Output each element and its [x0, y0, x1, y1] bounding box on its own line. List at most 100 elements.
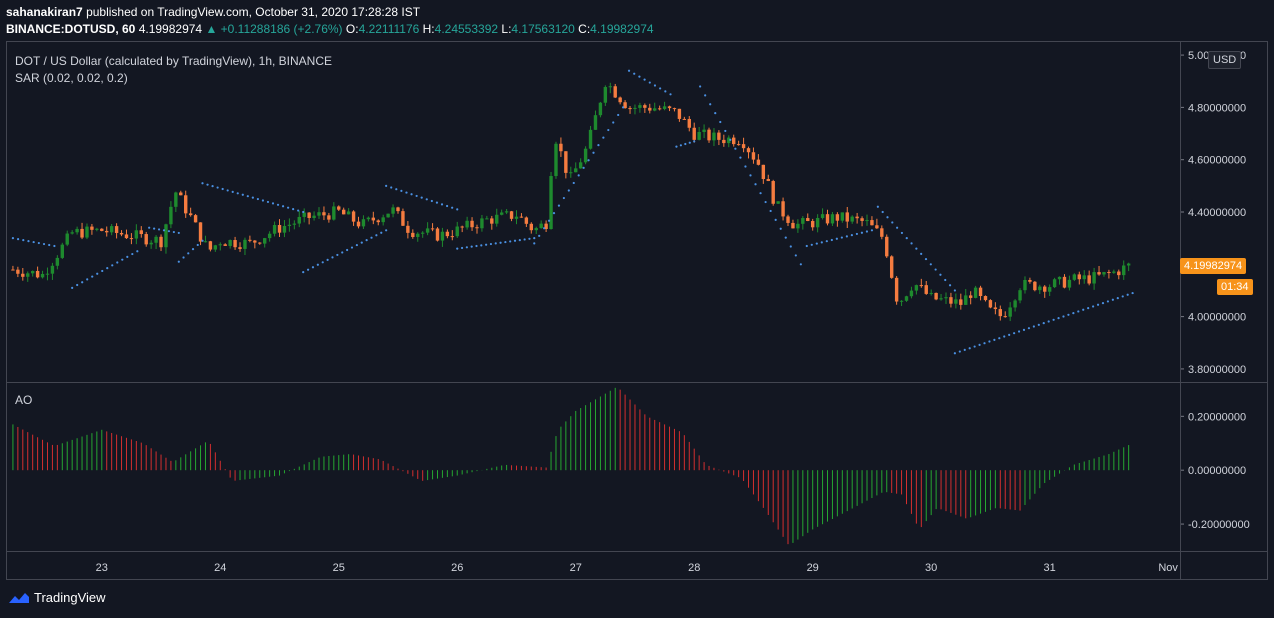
ohlc-line: BINANCE:DOTUSD, 60 4.19982974 ▲ +0.11288…	[6, 22, 654, 36]
sar-dot	[246, 195, 249, 198]
candle-body	[588, 129, 593, 149]
candle-body	[499, 212, 504, 215]
candle-body	[648, 107, 652, 111]
sar-dot	[905, 237, 908, 240]
publish-line: sahanakiran7 published on TradingView.co…	[6, 5, 420, 19]
price-tick-label: 3.80000000	[1188, 364, 1246, 376]
sar-dot	[627, 69, 631, 72]
sar-dot	[306, 268, 310, 271]
candle-body	[100, 228, 104, 231]
sar-dot	[430, 199, 433, 203]
time-tick-label: 29	[807, 562, 819, 574]
candle-body	[430, 228, 435, 230]
candle-body	[95, 228, 99, 230]
sar-dot	[311, 266, 315, 269]
sar-dot	[201, 182, 204, 185]
candle-body	[60, 244, 64, 258]
sar-dot	[182, 256, 185, 259]
candle-body	[292, 223, 297, 225]
candle-body	[322, 212, 326, 216]
candle-body	[801, 218, 805, 224]
sar-dot	[216, 186, 219, 189]
candle-body	[371, 217, 376, 221]
time-axis[interactable]: 23 24 25 26 27 28 29 30 31 Nov	[96, 562, 1179, 574]
candle-body	[662, 106, 667, 109]
sar-dot	[81, 281, 84, 284]
time-tick-label: 23	[96, 562, 108, 574]
candle-body	[810, 221, 815, 228]
sar-dot	[759, 192, 762, 195]
candle-body	[307, 212, 311, 219]
currency-button[interactable]: USD	[1208, 51, 1242, 69]
candle-body	[263, 238, 267, 244]
candle-body	[420, 232, 425, 234]
sar-dot	[513, 239, 517, 242]
sar-dot	[251, 196, 254, 199]
candle-body	[35, 270, 40, 278]
sar-dot	[96, 272, 99, 275]
sar-dot	[405, 191, 408, 194]
sar-dot	[1126, 293, 1129, 296]
sar-dot	[336, 253, 339, 257]
sar-dot	[557, 204, 561, 207]
candle-body	[825, 214, 830, 224]
candle-body	[465, 220, 469, 228]
sar-dot	[177, 260, 180, 263]
sar-dot	[1022, 328, 1026, 331]
footer-brand[interactable]: TradingView	[8, 590, 106, 605]
candle-body	[583, 148, 588, 163]
sar-dot	[410, 193, 413, 196]
candle-body	[248, 239, 252, 241]
candle-body	[401, 211, 405, 226]
sar-dot	[830, 238, 833, 242]
candle-body	[490, 218, 494, 224]
candle-body	[1043, 286, 1047, 292]
sar-dot	[91, 275, 94, 278]
candle-body	[657, 108, 662, 110]
sar-dot	[191, 248, 195, 251]
candle-body	[1018, 290, 1022, 301]
sar-dot	[355, 243, 358, 247]
sar-dot	[881, 210, 884, 214]
sar-dot	[754, 183, 757, 186]
sar-dot	[32, 240, 35, 244]
candle-body	[840, 212, 845, 221]
sar-dot	[528, 237, 531, 240]
sar-dot	[704, 94, 707, 97]
candle-body	[959, 299, 963, 305]
candle-body	[124, 234, 129, 239]
sar-dot	[71, 286, 74, 289]
sar-dot	[1072, 312, 1075, 315]
sar-dot	[820, 241, 823, 244]
candle-body	[485, 218, 489, 220]
candle-body	[45, 273, 50, 275]
candle-body	[875, 225, 879, 229]
sar-dot	[261, 199, 265, 202]
author-name[interactable]: sahanakiran7	[6, 5, 83, 19]
candle-body	[860, 218, 864, 221]
candle-body	[203, 241, 208, 243]
sar-dot	[27, 239, 30, 243]
sar-dot	[860, 231, 864, 234]
candle-body	[119, 232, 124, 235]
sar-dot	[845, 235, 848, 238]
sar-dot	[316, 263, 319, 266]
change-value: ▲ +0.11288186 (+2.76%)	[205, 22, 343, 36]
candle-body	[544, 223, 548, 229]
candle-body	[386, 213, 390, 218]
price-axis[interactable]: 3.800000004.000000004.200000004.40000000…	[1180, 50, 1246, 376]
candle-body	[998, 309, 1002, 317]
candle-body	[781, 201, 785, 217]
sar-dot	[350, 246, 354, 249]
candle-body	[144, 234, 148, 245]
sar-dot	[648, 81, 651, 84]
sar-dot	[360, 241, 363, 244]
sar-dot	[896, 226, 899, 229]
sar-dot	[699, 85, 702, 88]
sar-dot	[287, 206, 290, 209]
candle-body	[1092, 272, 1096, 284]
candle-body	[1057, 276, 1062, 280]
candle-body	[569, 172, 573, 174]
candle-body	[282, 225, 287, 233]
